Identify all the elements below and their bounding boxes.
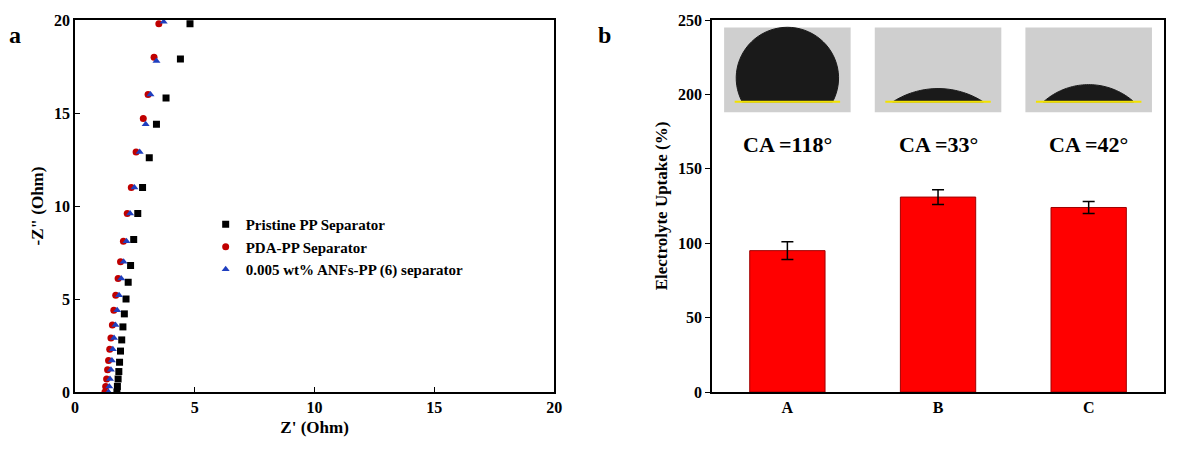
svg-text:CA =118°: CA =118° [743, 132, 832, 157]
svg-text:-Z" (Ohm): -Z" (Ohm) [28, 167, 47, 246]
svg-text:50: 50 [686, 309, 702, 326]
svg-text:200: 200 [678, 86, 702, 103]
svg-text:5: 5 [62, 291, 70, 308]
svg-text:15: 15 [54, 105, 70, 122]
svg-text:CA =33°: CA =33° [899, 132, 978, 157]
svg-text:b: b [598, 22, 611, 48]
svg-text:10: 10 [307, 399, 323, 416]
svg-text:150: 150 [678, 160, 702, 177]
svg-text:20: 20 [546, 399, 562, 416]
svg-text:C: C [1083, 399, 1095, 416]
svg-text:CA =42°: CA =42° [1049, 132, 1128, 157]
svg-text:5: 5 [191, 399, 199, 416]
svg-text:0: 0 [71, 399, 79, 416]
svg-text:Pristine PP Separator: Pristine PP Separator [246, 217, 385, 233]
svg-text:0: 0 [694, 384, 702, 401]
svg-text:250: 250 [678, 12, 702, 29]
svg-text:100: 100 [678, 235, 702, 252]
svg-text:20: 20 [54, 12, 70, 29]
svg-text:A: A [782, 399, 794, 416]
svg-text:10: 10 [54, 198, 70, 215]
svg-text:Z' (Ohm): Z' (Ohm) [280, 418, 348, 437]
svg-text:Electrolyte Uptake (%): Electrolyte Uptake (%) [652, 122, 671, 291]
svg-text:PDA-PP Separator: PDA-PP Separator [246, 240, 368, 256]
svg-text:a: a [9, 22, 21, 48]
svg-text:B: B [933, 399, 944, 416]
svg-text:15: 15 [426, 399, 442, 416]
svg-text:0: 0 [62, 384, 70, 401]
svg-text:0.005 wt% ANFs-PP (6) separato: 0.005 wt% ANFs-PP (6) separator [246, 262, 463, 279]
